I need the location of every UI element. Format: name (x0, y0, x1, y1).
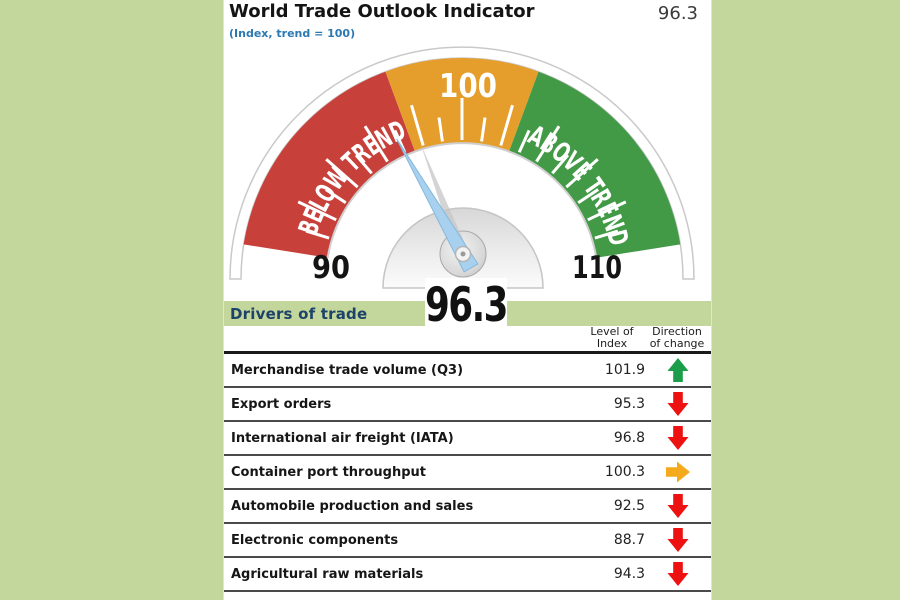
content-panel: World Trade Outlook Indicator 96.3 (Inde… (223, 0, 712, 600)
table-row: Electronic components 88.7 (224, 524, 711, 558)
table-row: International air freight (IATA) 96.8 (224, 422, 711, 456)
drivers-heading: Drivers of trade (230, 304, 368, 323)
row-value: 92.5 (613, 498, 645, 514)
direction-arrow-icon (645, 561, 711, 587)
row-label: Automobile production and sales (231, 498, 474, 514)
direction-arrow-icon (645, 425, 711, 451)
direction-arrow-icon (645, 493, 711, 519)
row-label: Container port throughput (231, 464, 426, 480)
direction-arrow-icon (645, 527, 711, 553)
page-title: World Trade Outlook Indicator (229, 1, 535, 22)
gauge-top-label: 100 (439, 66, 497, 105)
gauge-chart: BELOW TREND ABOVE TREND 100 90 110 (229, 46, 695, 289)
header-subtitle: (Index, trend = 100) (229, 27, 356, 40)
gauge-zone-above (509, 71, 681, 258)
column-header-direction-of-change: Direction of change (649, 325, 705, 350)
row-label: Agricultural raw materials (231, 566, 424, 582)
gauge-min-label: 90 (312, 250, 350, 286)
needle-hub-dot (460, 251, 466, 257)
row-label: Electronic components (231, 532, 399, 548)
row-value: 88.7 (613, 532, 645, 548)
column-header-level-of-index: Level of Index (590, 325, 634, 350)
gauge-zone-below (243, 71, 415, 258)
header-indicator-value: 96.3 (657, 3, 698, 24)
gauge-inner-arc (326, 142, 598, 258)
row-value: 101.9 (604, 362, 645, 378)
gauge-value-readout: 96.3 (424, 277, 509, 333)
table-row: Automobile production and sales 92.5 (224, 490, 711, 524)
drivers-table: Merchandise trade volume (Q3) 101.9 Expo… (224, 351, 711, 592)
row-label: Merchandise trade volume (Q3) (231, 362, 464, 378)
table-row: Container port throughput 100.3 (224, 456, 711, 490)
row-label: Export orders (231, 396, 332, 412)
row-value: 100.3 (604, 464, 645, 480)
row-value: 94.3 (613, 566, 645, 582)
row-label: International air freight (IATA) (231, 430, 454, 446)
row-value: 96.8 (613, 430, 645, 446)
gauge-needle (396, 138, 479, 273)
row-value: 95.3 (613, 396, 645, 412)
table-row: Merchandise trade volume (Q3) 101.9 (224, 354, 711, 388)
gauge-ticks (297, 98, 627, 240)
direction-arrow-icon (645, 357, 711, 383)
gauge-max-label: 110 (572, 250, 622, 286)
table-row: Agricultural raw materials 94.3 (224, 558, 711, 592)
direction-arrow-icon (645, 459, 711, 485)
table-row: Export orders 95.3 (224, 388, 711, 422)
direction-arrow-icon (645, 391, 711, 417)
